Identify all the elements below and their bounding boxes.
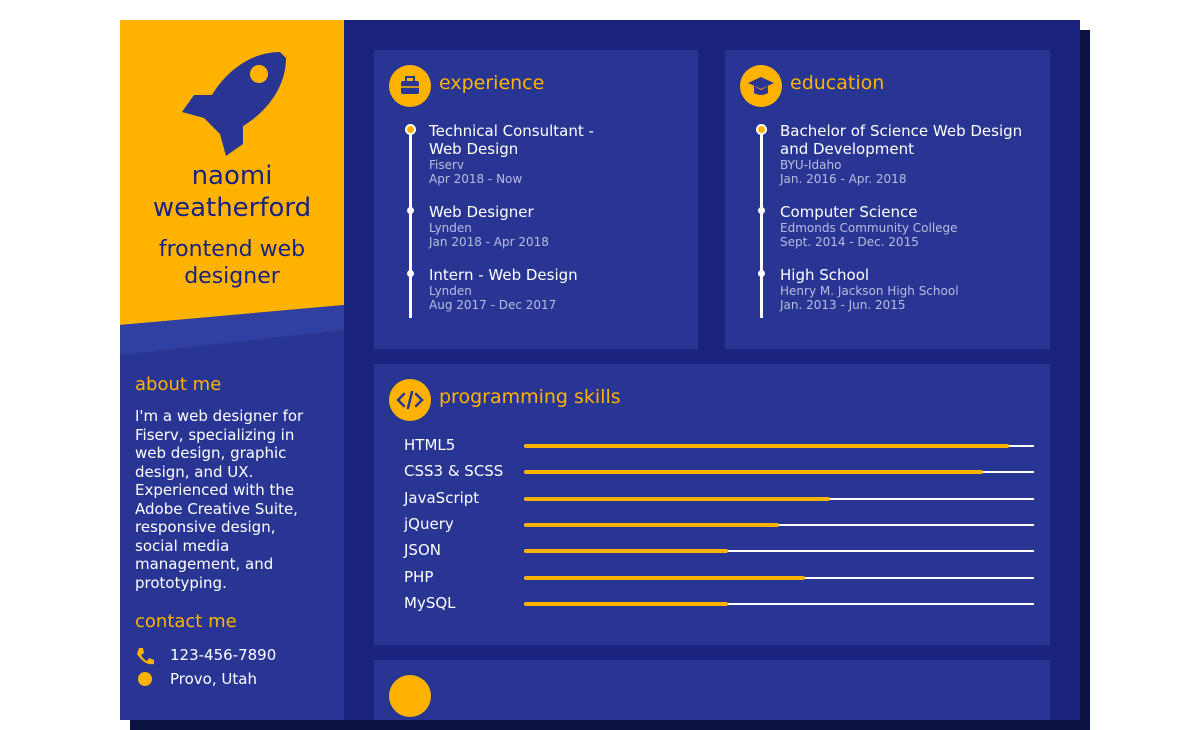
phone-icon	[135, 646, 155, 666]
timeline-dot	[758, 270, 765, 277]
skills-panel: programming skills HTML5 CSS3 & SCSS JavaS…	[374, 364, 1050, 645]
education-heading: education	[790, 72, 885, 94]
about-heading: about me	[135, 374, 222, 395]
education-panel: education Bachelor of Science Web Design…	[725, 50, 1050, 349]
sidebar: naomi weatherford frontend web designer …	[120, 20, 344, 720]
skill-track	[524, 523, 1034, 526]
timeline-line	[409, 128, 412, 318]
item-title: Bachelor of Science Web Design and Devel…	[780, 122, 1023, 158]
item-dates: Jan. 2013 - Jun. 2015	[780, 298, 906, 312]
timeline-dot	[407, 270, 414, 277]
item-org: Lynden	[429, 284, 472, 298]
experience-list: Technical Consultant - Web Design Fiserv A…	[374, 50, 698, 349]
item-dates: Sept. 2014 - Dec. 2015	[780, 235, 919, 249]
resume-card: naomi weatherford frontend web designer …	[120, 20, 1080, 720]
skill-name: JavaScript	[404, 488, 480, 507]
last-name: weatherford	[152, 193, 312, 223]
skill-bar	[524, 496, 830, 501]
code-icon	[389, 379, 431, 421]
skill-name: jQuery	[404, 514, 454, 533]
skill-bar	[524, 470, 983, 475]
education-list: Bachelor of Science Web Design and Devel…	[725, 50, 1050, 349]
skill-name: HTML5	[404, 436, 456, 454]
briefcase-icon	[389, 65, 431, 107]
contact-heading: contact me	[135, 611, 237, 632]
item-dates: Apr 2018 - Now	[429, 172, 523, 186]
experience-heading: experience	[439, 72, 545, 94]
item-org: Fiserv	[429, 158, 465, 172]
skill-name: MySQL	[404, 593, 456, 612]
skill-bar	[524, 549, 728, 554]
item-dates: Aug 2017 - Dec 2017	[429, 298, 557, 312]
skill-bar	[524, 522, 779, 527]
role: frontend web designer	[158, 237, 306, 289]
timeline-line	[760, 128, 763, 318]
item-title: High School	[780, 266, 870, 284]
contact-item: Provo, Utah	[170, 670, 257, 688]
item-org: Edmonds Community College	[780, 221, 958, 235]
item-dates: Jan. 2016 - Apr. 2018	[780, 172, 907, 186]
section-icon	[389, 675, 431, 717]
contact-item: 123-456-7890	[170, 646, 277, 664]
skill-track	[524, 602, 1034, 605]
skill-bar	[524, 575, 805, 580]
page: naomi weatherford frontend web designer …	[120, 20, 1090, 730]
experience-panel: experience Technical Consultant - Web De…	[374, 50, 698, 349]
skill-name: JSON	[404, 541, 441, 560]
skill-track	[524, 550, 1034, 553]
skills-list: HTML5 CSS3 & SCSS JavaScript jQuery JSON PHP M…	[374, 364, 1050, 645]
skill-name: PHP	[404, 567, 434, 586]
item-org: Henry M. Jackson High School	[780, 284, 959, 298]
item-title: Computer Science	[780, 203, 918, 221]
item-title: Intern - Web Design	[429, 266, 578, 284]
timeline-dot	[758, 207, 765, 214]
first-name: naomi	[191, 161, 273, 191]
rocket-icon	[182, 52, 286, 156]
skill-name: CSS3 & SCSS	[404, 462, 504, 481]
skill-bar	[524, 444, 1009, 448]
timeline-dot	[405, 124, 416, 135]
about-text: I'm a web designer for Fiserv, specializ…	[135, 407, 304, 592]
item-org: Lynden	[429, 221, 472, 235]
next-panel	[374, 660, 1050, 720]
item-title: Web Designer	[429, 203, 534, 221]
item-dates: Jan 2018 - Apr 2018	[429, 235, 549, 249]
skill-bar	[524, 601, 728, 606]
pin-icon	[135, 670, 155, 690]
timeline-dot	[756, 124, 767, 135]
sidebar-shape	[120, 20, 344, 355]
item-org: BYU-Idaho	[780, 158, 842, 172]
item-title: Technical Consultant - Web Design	[429, 122, 594, 158]
cap-icon	[740, 65, 782, 107]
timeline-dot	[407, 207, 414, 214]
skills-heading: programming skills	[439, 386, 621, 408]
